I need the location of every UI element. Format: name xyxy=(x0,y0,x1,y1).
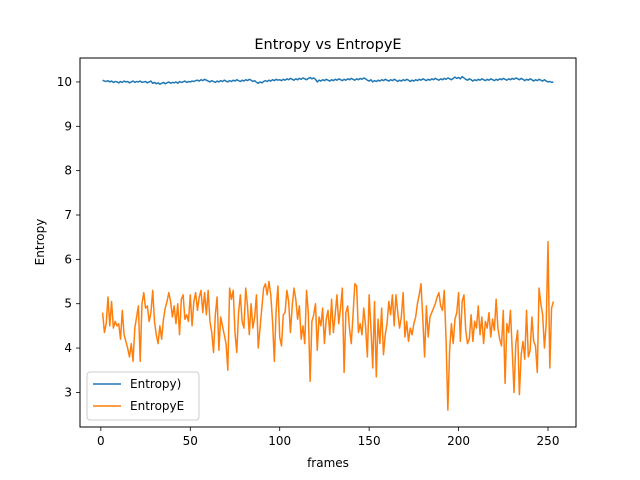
x-tick-label: 150 xyxy=(358,434,381,448)
legend-label-entropye: EntropyE xyxy=(130,399,184,413)
legend-label-entropy: Entropy) xyxy=(130,377,181,391)
y-tick-label: 10 xyxy=(57,75,72,89)
series-entropy xyxy=(102,75,554,85)
x-tick-label: 200 xyxy=(447,434,470,448)
x-tick-label: 100 xyxy=(268,434,291,448)
y-tick-label: 9 xyxy=(64,119,72,133)
series-entropye xyxy=(101,240,555,411)
legend: Entropy) EntropyE xyxy=(86,371,200,421)
series-line xyxy=(102,75,554,85)
chart-title: Entropy vs EntropyE xyxy=(254,37,401,53)
x-tick-label: 250 xyxy=(537,434,560,448)
y-tick-label: 4 xyxy=(64,341,72,355)
series-line xyxy=(101,240,555,411)
y-tick-label: 3 xyxy=(64,385,72,399)
y-tick-label: 5 xyxy=(64,297,72,311)
x-tick-label: 0 xyxy=(97,434,105,448)
ticks-layer: 0 50 100 150 200 250 3 4 5 6 7 8 9 10 xyxy=(57,75,560,448)
series-layer xyxy=(101,75,555,411)
x-axis-label: frames xyxy=(307,456,349,470)
y-tick-label: 8 xyxy=(64,164,72,178)
y-tick-label: 7 xyxy=(64,208,72,222)
y-axis-label: Entropy xyxy=(33,219,47,266)
y-tick-label: 6 xyxy=(64,252,72,266)
x-tick-label: 50 xyxy=(183,434,198,448)
plot-frame xyxy=(79,57,577,428)
